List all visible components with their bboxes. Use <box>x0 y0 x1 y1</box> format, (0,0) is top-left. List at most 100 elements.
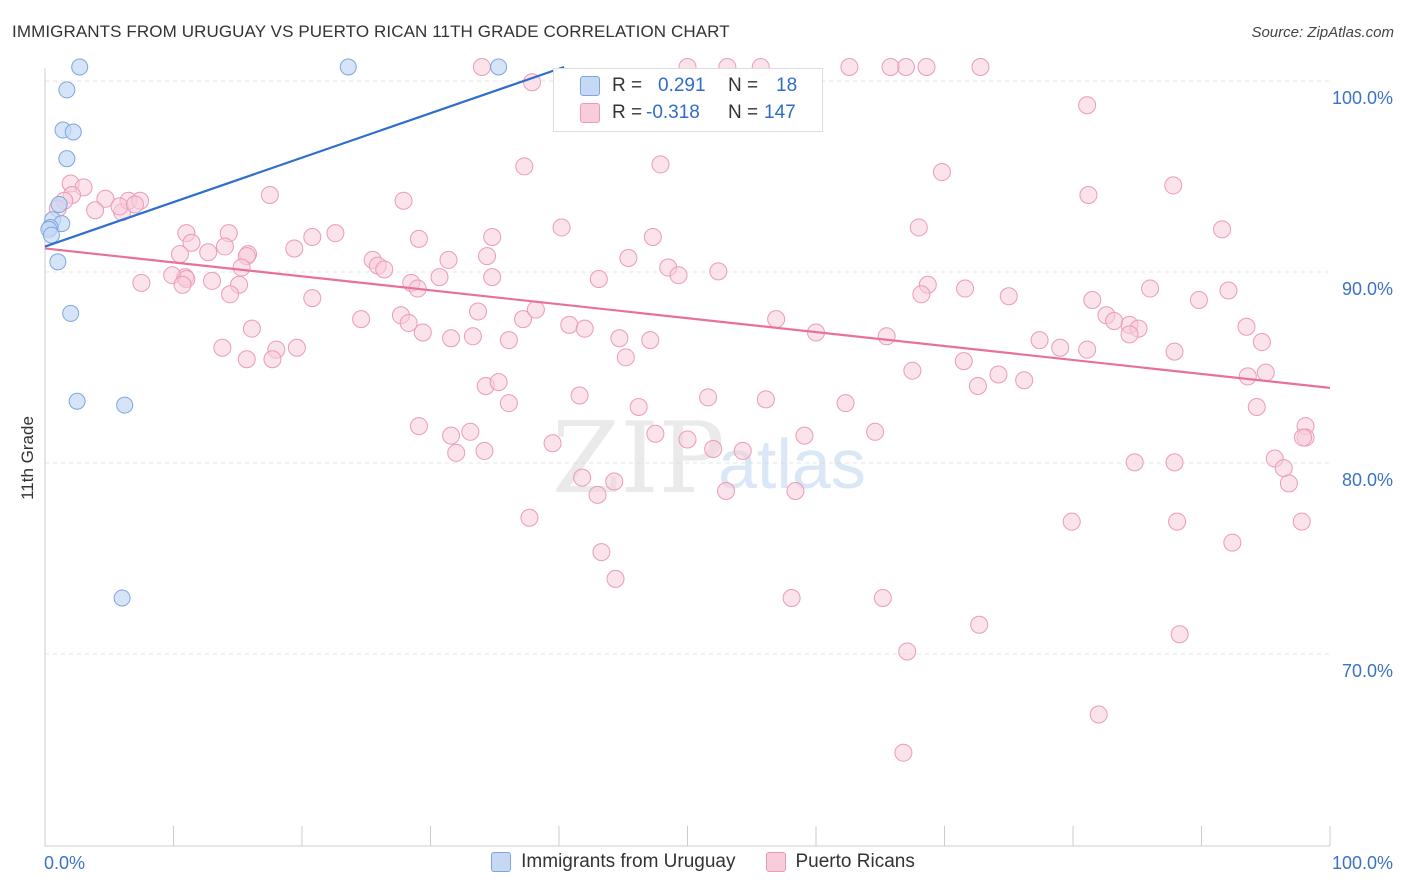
point-puerto-ricans <box>1292 512 1311 531</box>
point-puerto-ricans <box>989 365 1008 384</box>
series-puerto-ricans-points <box>48 58 1315 762</box>
stats-n-value-uruguay: 18 <box>776 75 798 96</box>
point-uruguay <box>490 58 508 76</box>
legend-item-uruguay[interactable]: Immigrants from Uruguay <box>491 851 736 873</box>
x-tick-label: 0.0% <box>44 853 85 873</box>
point-puerto-ricans <box>954 352 973 371</box>
point-puerto-ricans <box>489 373 508 392</box>
point-puerto-ricans <box>971 58 990 76</box>
point-puerto-ricans <box>894 743 913 762</box>
point-puerto-ricans <box>1125 453 1144 472</box>
tick-labels: 70.0% 80.0% 90.0% 100.0% 0.0% 100.0% <box>44 88 1393 873</box>
point-puerto-ricans <box>1083 291 1102 310</box>
point-puerto-ricans <box>260 185 279 204</box>
point-puerto-ricans <box>478 247 497 266</box>
point-puerto-ricans <box>394 191 413 210</box>
watermark: ZIP atlas <box>552 402 866 516</box>
legend: Immigrants from Uruguay Puerto Ricans <box>0 851 1406 873</box>
point-puerto-ricans <box>605 472 624 491</box>
point-puerto-ricans <box>881 58 900 76</box>
point-puerto-ricans <box>709 262 728 281</box>
point-uruguay <box>58 81 76 99</box>
y-tick-label: 90.0% <box>1342 279 1393 299</box>
point-puerto-ricans <box>514 310 533 329</box>
point-puerto-ricans <box>570 386 589 405</box>
point-puerto-ricans <box>903 361 922 380</box>
point-puerto-ricans <box>877 327 896 346</box>
point-puerto-ricans <box>461 422 480 441</box>
point-puerto-ricans <box>1164 176 1183 195</box>
stats-n-label: N = <box>728 102 759 123</box>
point-uruguay <box>71 58 89 76</box>
point-puerto-ricans <box>170 245 189 264</box>
point-uruguay <box>116 396 134 414</box>
point-puerto-ricans <box>795 426 814 445</box>
point-puerto-ricans <box>263 350 282 369</box>
point-puerto-ricans <box>1078 340 1097 359</box>
point-uruguay <box>50 196 68 214</box>
point-puerto-ricans <box>442 426 461 445</box>
point-puerto-ricans <box>469 302 488 321</box>
point-puerto-ricans <box>1279 474 1298 493</box>
point-puerto-ricans <box>352 310 371 329</box>
point-puerto-ricans <box>1078 96 1097 115</box>
point-puerto-ricans <box>1089 705 1108 724</box>
point-puerto-ricans <box>1141 279 1160 298</box>
point-puerto-ricans <box>285 239 304 258</box>
y-tick-label: 80.0% <box>1342 470 1393 490</box>
point-puerto-ricans <box>413 323 432 342</box>
stats-r-value-puerto-ricans: -0.318 <box>646 102 700 123</box>
point-puerto-ricans <box>125 195 144 214</box>
stats-box: R = 0.291 N = 18 R = -0.318 N = 147 <box>553 68 823 132</box>
point-uruguay <box>42 226 60 244</box>
point-puerto-ricans <box>1256 363 1275 382</box>
point-puerto-ricans <box>1223 533 1242 552</box>
point-puerto-ricans <box>606 569 625 588</box>
point-puerto-ricans <box>203 271 222 290</box>
point-puerto-ricans <box>896 58 915 76</box>
point-puerto-ricans <box>699 388 718 407</box>
legend-item-puerto-ricans[interactable]: Puerto Ricans <box>765 851 915 873</box>
point-uruguay <box>68 392 86 410</box>
point-puerto-ricans <box>782 588 801 607</box>
point-puerto-ricans <box>641 331 660 350</box>
point-puerto-ricans <box>717 482 736 501</box>
watermark-zip: ZIP <box>552 402 725 516</box>
point-puerto-ricans <box>475 441 494 460</box>
point-uruguay <box>49 253 67 271</box>
point-puerto-ricans <box>616 348 635 367</box>
stats-n-label: N = <box>728 75 759 96</box>
point-puerto-ricans <box>242 319 261 338</box>
x-tick-label: 100.0% <box>1332 853 1393 873</box>
point-puerto-ricans <box>399 313 418 332</box>
point-puerto-ricans <box>1015 371 1034 390</box>
point-puerto-ricans <box>1165 453 1184 472</box>
point-puerto-ricans <box>560 315 579 334</box>
point-puerto-ricans <box>526 300 545 319</box>
point-puerto-ricans <box>543 434 562 453</box>
point-puerto-ricans <box>96 189 115 208</box>
point-puerto-ricans <box>499 331 518 350</box>
stats-swatch-uruguay <box>580 76 600 96</box>
point-puerto-ricans <box>483 268 502 287</box>
point-uruguay <box>64 123 82 141</box>
stats-r-label: R = <box>612 75 643 96</box>
point-puerto-ricans <box>932 163 951 182</box>
trend-line-puerto-ricans <box>44 247 1331 389</box>
point-puerto-ricans <box>1252 333 1271 352</box>
point-uruguay <box>62 304 80 322</box>
point-puerto-ricans <box>515 157 534 176</box>
point-puerto-ricans <box>232 258 251 277</box>
point-puerto-ricans <box>86 201 105 220</box>
point-puerto-ricans <box>439 250 458 269</box>
point-puerto-ricans <box>221 285 240 304</box>
point-puerto-ricans <box>326 224 345 243</box>
point-puerto-ricans <box>866 422 885 441</box>
point-puerto-ricans <box>575 319 594 338</box>
point-puerto-ricans <box>447 443 466 462</box>
point-puerto-ricans <box>610 329 629 348</box>
point-puerto-ricans <box>173 275 192 294</box>
point-puerto-ricans <box>442 329 461 348</box>
point-puerto-ricans <box>1170 625 1189 644</box>
point-puerto-ricans <box>968 376 987 395</box>
